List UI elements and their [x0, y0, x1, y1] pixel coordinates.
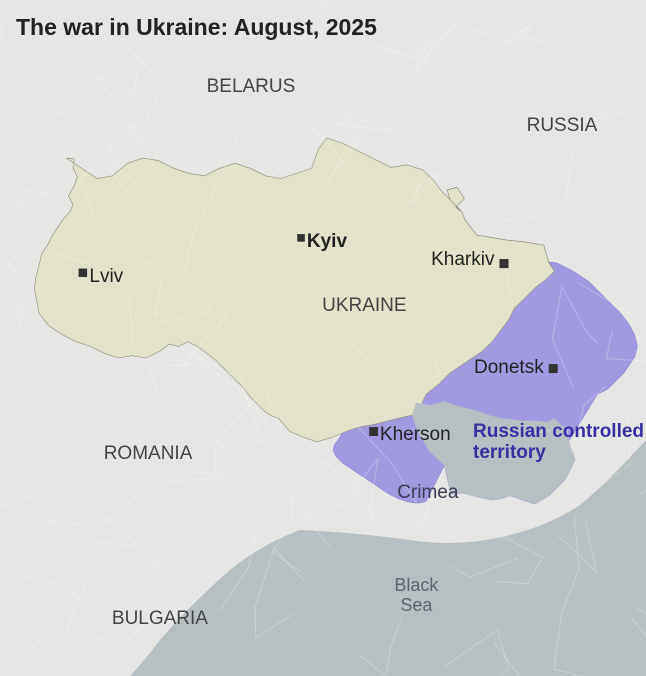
svg-text:UKRAINE: UKRAINE — [322, 295, 406, 316]
svg-text:ROMANIA: ROMANIA — [104, 443, 193, 464]
svg-text:BULGARIA: BULGARIA — [112, 608, 208, 629]
svg-text:BELARUS: BELARUS — [207, 76, 296, 97]
svg-text:Kherson: Kherson — [380, 424, 451, 445]
svg-text:RUSSIA: RUSSIA — [527, 115, 598, 136]
svg-text:territory: territory — [473, 442, 546, 463]
svg-text:Black: Black — [394, 575, 439, 595]
svg-text:Kharkiv: Kharkiv — [431, 249, 495, 270]
svg-text:Russian controlled: Russian controlled — [473, 421, 644, 442]
svg-text:Donetsk: Donetsk — [474, 357, 544, 378]
svg-text:Lviv: Lviv — [89, 266, 123, 287]
svg-text:Kyiv: Kyiv — [307, 231, 348, 252]
svg-text:Sea: Sea — [400, 595, 433, 615]
svg-text:Crimea: Crimea — [397, 482, 459, 503]
